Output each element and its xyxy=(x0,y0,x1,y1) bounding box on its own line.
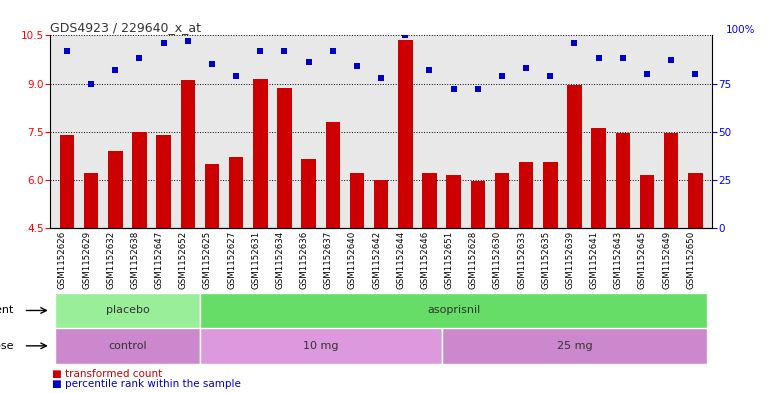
Text: GSM1152647: GSM1152647 xyxy=(155,231,164,289)
Bar xyxy=(543,162,557,228)
Point xyxy=(230,73,243,79)
Text: control: control xyxy=(108,341,147,351)
Point xyxy=(254,48,266,54)
Text: dose: dose xyxy=(0,341,14,351)
Text: GSM1152635: GSM1152635 xyxy=(541,231,551,289)
Text: GSM1152629: GSM1152629 xyxy=(82,231,91,289)
Text: GDS4923 / 229640_x_at: GDS4923 / 229640_x_at xyxy=(50,21,201,34)
Bar xyxy=(84,173,99,228)
Bar xyxy=(470,182,485,228)
Text: GSM1152651: GSM1152651 xyxy=(444,231,454,289)
Text: GSM1152642: GSM1152642 xyxy=(372,231,381,289)
Bar xyxy=(615,133,630,228)
Bar xyxy=(350,173,364,228)
Point xyxy=(182,38,194,44)
Text: GSM1152630: GSM1152630 xyxy=(493,231,502,289)
Bar xyxy=(422,173,437,228)
Text: GSM1152652: GSM1152652 xyxy=(179,231,188,289)
Text: GSM1152637: GSM1152637 xyxy=(324,231,333,289)
Text: GSM1152645: GSM1152645 xyxy=(638,231,647,289)
Text: ■ transformed count: ■ transformed count xyxy=(52,369,162,379)
Bar xyxy=(55,293,200,328)
Text: GSM1152626: GSM1152626 xyxy=(58,231,67,289)
Bar xyxy=(441,328,708,364)
Point xyxy=(206,61,218,67)
Text: GSM1152627: GSM1152627 xyxy=(227,231,236,289)
Bar xyxy=(495,173,509,228)
Text: GSM1152643: GSM1152643 xyxy=(614,231,623,289)
Point xyxy=(689,71,701,77)
Bar xyxy=(664,133,678,228)
Bar xyxy=(567,85,582,228)
Point xyxy=(496,73,508,79)
Text: asoprisnil: asoprisnil xyxy=(427,305,480,316)
Point xyxy=(351,63,363,69)
Text: GSM1152639: GSM1152639 xyxy=(565,231,574,289)
Bar xyxy=(156,135,171,228)
Point xyxy=(399,32,411,39)
Point xyxy=(617,55,629,62)
Text: GSM1152641: GSM1152641 xyxy=(590,231,598,289)
Bar xyxy=(326,122,340,228)
Bar xyxy=(398,40,413,228)
Bar xyxy=(688,173,702,228)
Point xyxy=(544,73,557,79)
Text: GSM1152649: GSM1152649 xyxy=(662,231,671,289)
Text: GSM1152634: GSM1152634 xyxy=(276,231,284,289)
Bar xyxy=(55,328,200,364)
Bar xyxy=(591,129,606,228)
Bar xyxy=(640,175,654,228)
Point xyxy=(641,71,653,77)
Text: 10 mg: 10 mg xyxy=(303,341,339,351)
Text: GSM1152650: GSM1152650 xyxy=(686,231,695,289)
Point xyxy=(303,59,315,66)
Text: 100%: 100% xyxy=(725,26,755,35)
Bar xyxy=(200,293,708,328)
Point xyxy=(85,80,97,86)
Text: ■ percentile rank within the sample: ■ percentile rank within the sample xyxy=(52,379,241,389)
Bar xyxy=(180,80,195,228)
Text: GSM1152628: GSM1152628 xyxy=(469,231,478,289)
Bar xyxy=(301,159,316,228)
Bar xyxy=(519,162,534,228)
Text: GSM1152625: GSM1152625 xyxy=(203,231,212,289)
Text: GSM1152633: GSM1152633 xyxy=(517,231,526,289)
Point xyxy=(592,55,604,62)
Point xyxy=(375,75,387,81)
Point xyxy=(278,48,290,54)
Text: GSM1152632: GSM1152632 xyxy=(106,231,115,289)
Bar xyxy=(277,88,292,228)
Bar xyxy=(229,157,243,228)
Bar xyxy=(374,180,388,228)
Bar xyxy=(60,135,74,228)
Text: GSM1152636: GSM1152636 xyxy=(300,231,309,289)
Bar xyxy=(447,175,461,228)
Point xyxy=(568,40,581,46)
Text: 25 mg: 25 mg xyxy=(557,341,592,351)
Point xyxy=(447,86,460,92)
Bar xyxy=(132,132,147,228)
Point xyxy=(158,40,170,46)
Point xyxy=(424,67,436,73)
Text: GSM1152644: GSM1152644 xyxy=(397,231,405,289)
Text: placebo: placebo xyxy=(105,305,149,316)
Text: GSM1152638: GSM1152638 xyxy=(130,231,139,289)
Point xyxy=(109,67,122,73)
Point xyxy=(665,57,678,64)
Text: GSM1152631: GSM1152631 xyxy=(251,231,260,289)
Text: GSM1152646: GSM1152646 xyxy=(420,231,430,289)
Point xyxy=(326,48,339,54)
Bar xyxy=(108,151,122,228)
Bar xyxy=(205,164,219,228)
Text: GSM1152640: GSM1152640 xyxy=(348,231,357,289)
Point xyxy=(133,55,146,62)
Point xyxy=(520,65,532,71)
Bar xyxy=(200,328,441,364)
Bar xyxy=(253,79,267,228)
Point xyxy=(61,48,73,54)
Text: agent: agent xyxy=(0,305,14,316)
Point xyxy=(472,86,484,92)
